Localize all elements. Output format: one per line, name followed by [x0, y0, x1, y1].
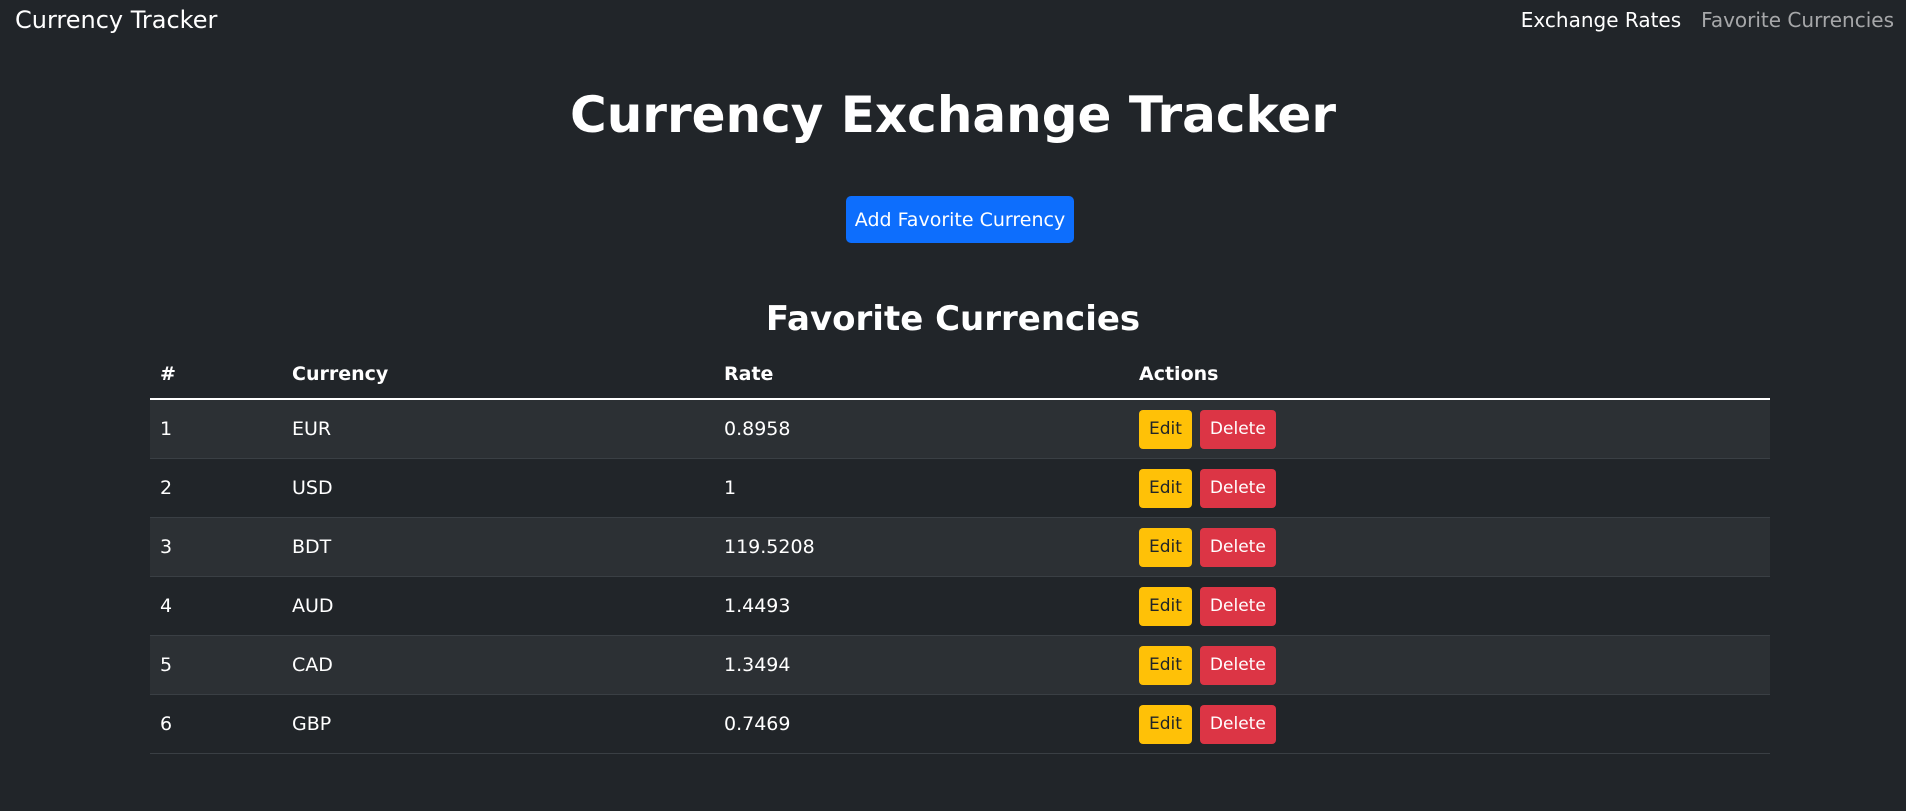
table-row: 5 CAD 1.3494 Edit Delete	[150, 635, 1770, 695]
edit-button[interactable]: Edit	[1139, 468, 1192, 508]
nav-link-favorite-currencies[interactable]: Favorite Currencies	[1701, 8, 1894, 32]
table-row: 4 AUD 1.4493 Edit Delete	[150, 576, 1770, 636]
table-row: 6 GBP 0.7469 Edit Delete	[150, 694, 1770, 754]
delete-button[interactable]: Delete	[1199, 527, 1276, 567]
table-row: 3 BDT 119.5208 Edit Delete	[150, 517, 1770, 577]
cell-rate: 1	[714, 458, 1129, 518]
delete-button[interactable]: Delete	[1199, 704, 1276, 744]
cell-rate: 1.4493	[714, 576, 1129, 636]
cell-rate: 0.8958	[714, 399, 1129, 459]
cell-actions: Edit Delete	[1129, 517, 1770, 577]
column-header-index: #	[150, 350, 282, 400]
column-header-currency: Currency	[282, 350, 714, 400]
delete-button[interactable]: Delete	[1199, 586, 1276, 626]
delete-button[interactable]: Delete	[1199, 409, 1276, 449]
table-row: 1 EUR 0.8958 Edit Delete	[150, 399, 1770, 459]
cell-index: 1	[150, 399, 282, 459]
table-header: # Currency Rate Actions	[150, 350, 1770, 400]
edit-button[interactable]: Edit	[1139, 586, 1192, 626]
cell-rate: 1.3494	[714, 635, 1129, 695]
cell-currency: BDT	[282, 517, 714, 577]
delete-button[interactable]: Delete	[1199, 645, 1276, 685]
cell-actions: Edit Delete	[1129, 399, 1770, 459]
column-header-rate: Rate	[714, 350, 1129, 400]
favorite-currencies-table: # Currency Rate Actions 1 EUR 0.8958 Edit De…	[150, 350, 1770, 754]
cell-actions: Edit Delete	[1129, 635, 1770, 695]
edit-button[interactable]: Edit	[1139, 409, 1192, 449]
page-title: Currency Exchange Tracker	[570, 86, 1336, 144]
cell-rate: 0.7469	[714, 694, 1129, 754]
table-body: 1 EUR 0.8958 Edit Delete 2 USD 1 Edit Delete 3 BDT 1…	[150, 399, 1770, 754]
edit-button[interactable]: Edit	[1139, 527, 1192, 567]
edit-button[interactable]: Edit	[1139, 645, 1192, 685]
navbar: Currency Tracker Exchange Rates Favorite…	[0, 0, 1906, 40]
add-favorite-currency-button[interactable]: Add Favorite Currency	[846, 196, 1074, 243]
delete-button[interactable]: Delete	[1199, 468, 1276, 508]
nav-links: Exchange Rates Favorite Currencies	[1521, 7, 1894, 33]
cell-index: 5	[150, 635, 282, 695]
cell-currency: USD	[282, 458, 714, 518]
cell-currency: AUD	[282, 576, 714, 636]
cell-currency: CAD	[282, 635, 714, 695]
cell-actions: Edit Delete	[1129, 458, 1770, 518]
table-row: 2 USD 1 Edit Delete	[150, 458, 1770, 518]
cell-currency: GBP	[282, 694, 714, 754]
nav-link-exchange-rates[interactable]: Exchange Rates	[1520, 8, 1682, 32]
column-header-actions: Actions	[1129, 350, 1770, 400]
cell-index: 3	[150, 517, 282, 577]
cell-index: 6	[150, 694, 282, 754]
cell-currency: EUR	[282, 399, 714, 459]
navbar-brand[interactable]: Currency Tracker	[15, 6, 218, 34]
cell-rate: 119.5208	[714, 517, 1129, 577]
cell-actions: Edit Delete	[1129, 694, 1770, 754]
table-header-row: # Currency Rate Actions	[150, 350, 1770, 400]
cell-index: 2	[150, 458, 282, 518]
section-title: Favorite Currencies	[765, 299, 1141, 339]
edit-button[interactable]: Edit	[1139, 704, 1192, 744]
favorite-currencies-table-container: # Currency Rate Actions 1 EUR 0.8958 Edit De…	[150, 350, 1770, 754]
cell-index: 4	[150, 576, 282, 636]
cell-actions: Edit Delete	[1129, 576, 1770, 636]
